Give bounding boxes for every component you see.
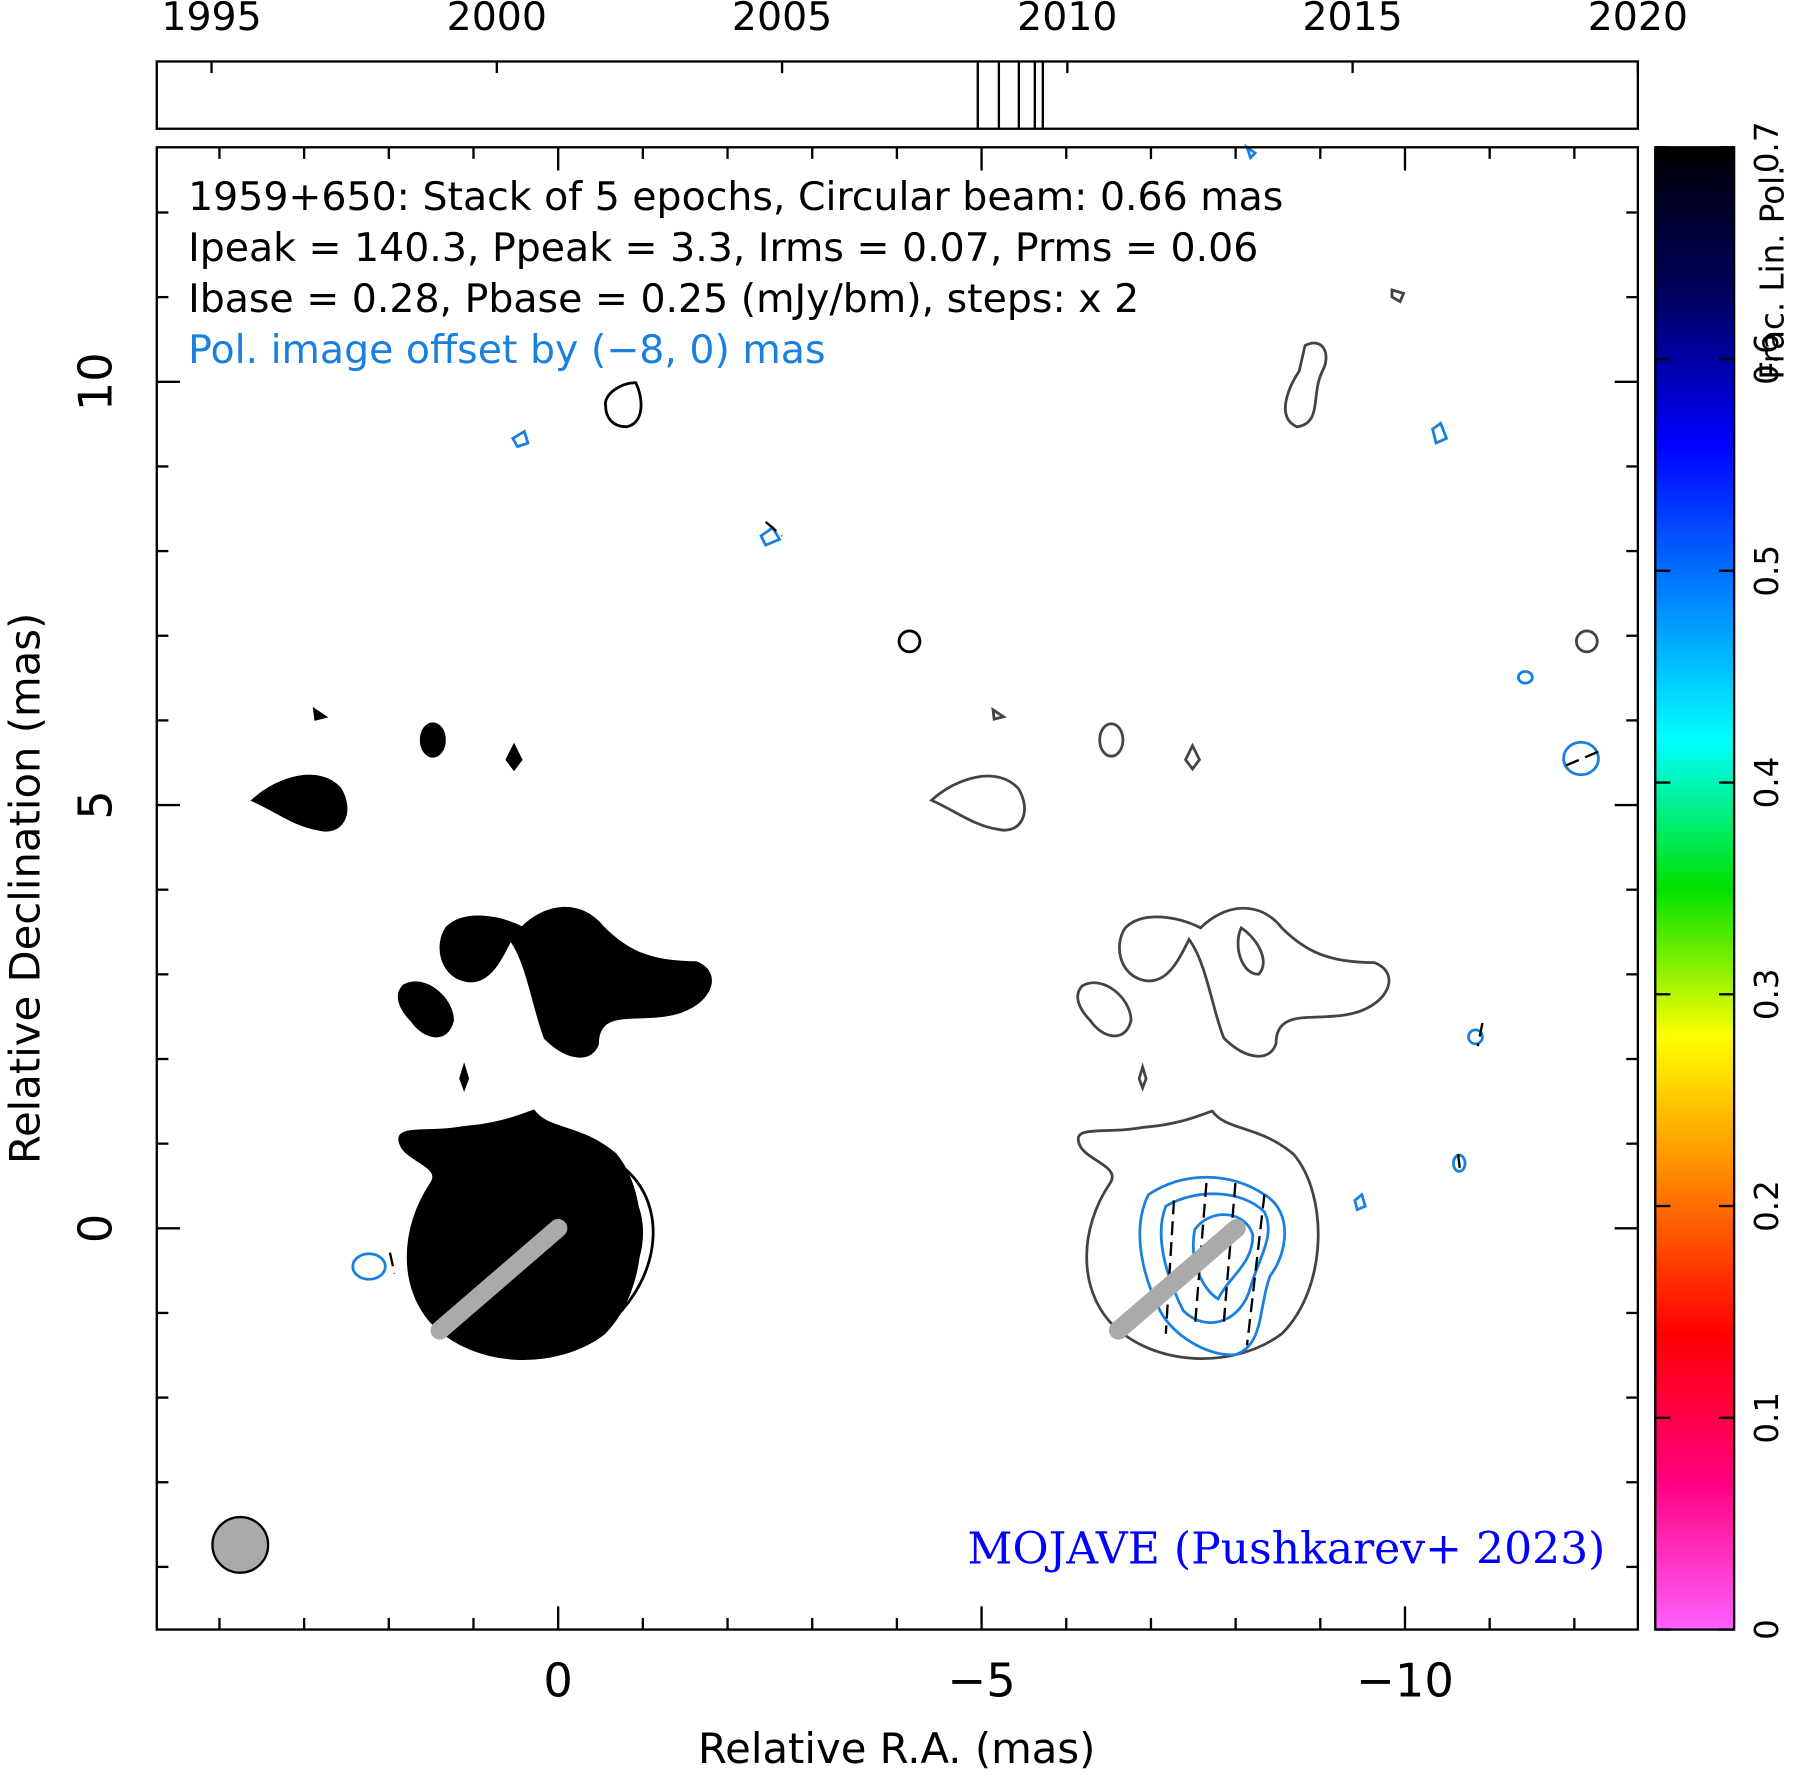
contour <box>1353 1192 1367 1212</box>
contour <box>440 908 711 1057</box>
colorbar-tick-label: 0 <box>1748 1619 1786 1640</box>
colorbar-tick-label: 0.6 <box>1748 333 1786 385</box>
x-axis-label: Relative R.A. (mas) <box>698 1724 1095 1773</box>
colorbar-tick-label: 0.3 <box>1748 968 1786 1020</box>
contour <box>897 629 922 654</box>
colorbar-label: Frac. Lin. Pol. <box>1754 166 1792 380</box>
image-layer <box>211 143 1600 1574</box>
colorbar-tick-label: 0.1 <box>1748 1392 1786 1444</box>
timeline-tick-label: 2020 <box>1588 0 1688 40</box>
colorbar-tick-label: 0.2 <box>1748 1180 1786 1232</box>
contour <box>1467 1028 1484 1046</box>
pol-note: Pol. image offset by (−8, 0) mas <box>188 327 825 373</box>
beam <box>211 1515 270 1574</box>
contour <box>253 776 347 831</box>
contour <box>1562 740 1600 777</box>
y-axis-label: Relative Declination (mas) <box>1 613 50 1164</box>
y-tick-label: 0 <box>68 1214 122 1244</box>
title-line: 1959+650: Stack of 5 epochs, Circular be… <box>188 174 1283 220</box>
x-tick-label: 0 <box>543 1654 573 1708</box>
timeline-frame <box>155 60 1640 130</box>
credit: MOJAVE (Pushkarev+ 2023) <box>967 1523 1605 1574</box>
timeline-tick-label: 2010 <box>1017 0 1117 40</box>
y-tick-label: 5 <box>68 790 122 820</box>
colorbar-tick-label: 0.7 <box>1748 121 1786 173</box>
x-tick-label: −10 <box>1356 1654 1454 1708</box>
timeline-tick-label: 2000 <box>447 0 547 40</box>
contour <box>1430 421 1449 445</box>
colorbar-frame <box>1654 146 1736 1631</box>
colorbar <box>1655 147 1735 1630</box>
contour <box>351 1252 387 1281</box>
contour <box>1284 341 1328 429</box>
timeline-tick-label: 1995 <box>161 0 261 40</box>
contour <box>1575 629 1599 654</box>
contour <box>759 525 782 547</box>
contour <box>1244 143 1258 161</box>
timeline-tick-label: 2005 <box>732 0 832 40</box>
contours-right <box>930 708 1391 1360</box>
colorbar-tick-label: 0.4 <box>1748 757 1786 809</box>
contour <box>604 381 643 429</box>
contour <box>399 982 453 1036</box>
misc-contours <box>604 288 1599 654</box>
contour <box>510 429 530 449</box>
title-line: Ipeak = 140.3, Ppeak = 3.3, Irms = 0.07,… <box>188 225 1258 271</box>
contour <box>421 723 445 757</box>
y-tick-label: 10 <box>68 352 122 411</box>
evpa <box>388 521 1599 1274</box>
contour <box>1517 670 1534 685</box>
colorbar-tick-label: 0.5 <box>1748 545 1786 597</box>
ridgeline <box>1108 1218 1246 1340</box>
ridgeline <box>430 1218 568 1340</box>
timeline-tick-label: 2015 <box>1302 0 1402 40</box>
x-tick-label: −5 <box>947 1654 1015 1708</box>
contour <box>1390 288 1406 304</box>
title-line: Ibase = 0.28, Pbase = 0.25 (mJy/bm), ste… <box>188 276 1139 322</box>
